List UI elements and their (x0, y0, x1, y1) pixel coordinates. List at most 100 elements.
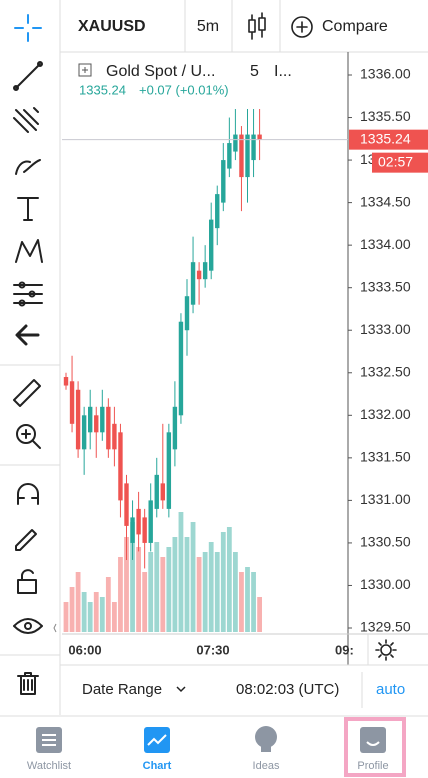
legend-interval: 5 (250, 63, 259, 80)
tool-line[interactable] (13, 61, 43, 91)
volume-bar (93, 592, 99, 632)
tool-magnet[interactable] (17, 483, 39, 505)
price-tick-label: 1333.00 (360, 321, 411, 337)
time-tick-label: 06:00 (68, 642, 101, 657)
volume-bar (257, 597, 262, 632)
candle-body (166, 432, 172, 509)
legend-toggle-plus (82, 67, 88, 73)
volume-bar (251, 572, 256, 632)
dropdown-arrow (176, 686, 186, 693)
volume-bar (105, 577, 111, 632)
chart-icon[interactable] (144, 727, 170, 753)
tool-text[interactable] (17, 197, 39, 221)
candle-body (196, 270, 202, 280)
candle-body (160, 483, 165, 501)
tool-eye[interactable] (13, 618, 43, 634)
date-range[interactable]: Date Range (82, 681, 162, 698)
price-tick-label: 1332.50 (360, 363, 411, 379)
candle-body (100, 406, 105, 433)
watchlist-lines (42, 734, 56, 746)
toolbar (0, 0, 61, 715)
volume-bar (196, 557, 202, 632)
candle-body (202, 262, 208, 280)
settings-icon[interactable] (375, 639, 397, 661)
interval[interactable]: 5m (197, 18, 219, 35)
chart-area: 1336.001335.501335.001334.501334.001333.… (62, 66, 428, 657)
ideas-icon[interactable] (255, 726, 277, 748)
last-price-label: 1335.24 (360, 130, 411, 146)
legend-price: 1335.24 (79, 82, 126, 97)
candle-body (257, 134, 262, 140)
compare[interactable]: Compare (322, 18, 388, 35)
tool-crosshair[interactable] (14, 14, 42, 42)
profile-icon[interactable] (360, 727, 386, 753)
volume-bar (239, 572, 244, 632)
countdown-box (372, 152, 428, 173)
compare-icon[interactable] (291, 16, 313, 38)
volume-bar (99, 597, 105, 632)
volume-bar (142, 572, 148, 632)
legend-toggle[interactable] (78, 63, 92, 77)
legend-change: +0.07 (+0.01%) (139, 82, 229, 97)
tool-brush[interactable] (15, 159, 41, 175)
candle-body (251, 134, 256, 161)
volume-bar (208, 542, 214, 632)
candle-body (233, 134, 238, 152)
ideas-icon-base (261, 746, 271, 752)
volume-bar (148, 552, 154, 632)
candle-body (81, 415, 87, 450)
nav-chart[interactable]: Chart (143, 760, 172, 772)
volume-bar (69, 587, 75, 632)
price-tick-label: 1334.00 (360, 236, 411, 252)
volume-bar (136, 547, 141, 632)
chart-icon-line (147, 734, 167, 746)
legend-name: Gold Spot / U... (106, 63, 215, 80)
candle-body (106, 406, 111, 450)
tool-zoom[interactable] (16, 424, 41, 449)
price-tick-label: 1334.50 (360, 193, 411, 209)
tool-trash[interactable] (17, 672, 39, 695)
price-tick-label: 1333.50 (360, 278, 411, 294)
time-tick-label: 07:30 (196, 642, 229, 657)
price-tick-label: 1335.50 (360, 108, 411, 124)
candle-body (148, 500, 153, 543)
nav-profile[interactable]: Profile (357, 760, 388, 772)
tool-fib[interactable] (13, 107, 39, 133)
tool-measure[interactable] (13, 281, 43, 307)
symbol[interactable]: XAUUSD (78, 18, 146, 35)
volume-bar (112, 602, 117, 632)
volume-bar (172, 537, 178, 632)
volume-bar (63, 602, 69, 632)
time-tick-label: 09: (335, 642, 354, 657)
candle-body (69, 381, 75, 424)
nav-ideas[interactable]: Ideas (253, 760, 280, 772)
volume-bar (178, 512, 184, 632)
volume-bar (226, 527, 232, 632)
legend-exchange: I... (274, 63, 292, 80)
volume-bar (184, 537, 190, 632)
volume-bar (190, 522, 196, 632)
price-tick-label: 1336.00 (360, 66, 411, 82)
collapse-handle[interactable] (53, 623, 57, 633)
candle-body (209, 219, 214, 271)
tool-pattern[interactable] (15, 239, 43, 263)
volume-bar (124, 537, 129, 632)
plot (63, 109, 262, 632)
tool-lock[interactable] (17, 569, 37, 594)
volume-bar (130, 522, 135, 632)
nav-watchlist[interactable]: Watchlist (27, 760, 71, 772)
tool-lock-draw[interactable] (15, 529, 37, 551)
tool-ruler[interactable] (13, 379, 41, 407)
candle-body (178, 321, 184, 416)
candle-body (227, 143, 232, 169)
volume-bar (202, 552, 208, 632)
price-tick-label: 1329.50 (360, 619, 411, 635)
profile-smile (366, 741, 380, 746)
candle-body (136, 508, 141, 535)
candle-body (184, 296, 190, 331)
tool-back[interactable] (15, 324, 40, 346)
auto-scale[interactable]: auto (376, 681, 405, 698)
volume-bar (81, 592, 87, 632)
chart-type-icon[interactable] (248, 12, 266, 40)
candle-body (118, 432, 123, 501)
